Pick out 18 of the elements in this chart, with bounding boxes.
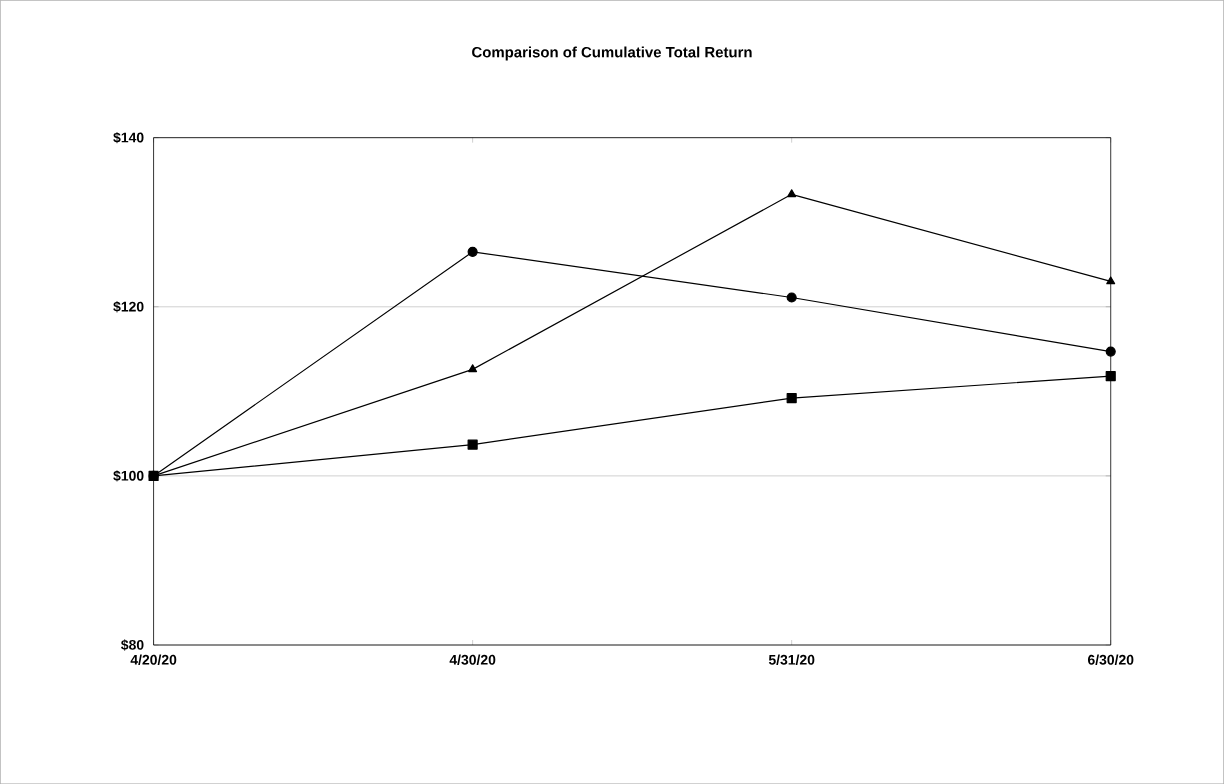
point <box>467 246 478 257</box>
y-tick-label: $120 <box>113 300 144 313</box>
point <box>467 439 478 450</box>
point <box>1105 370 1116 382</box>
x-tick-label: 5/31/20 <box>768 654 815 665</box>
point <box>786 392 797 404</box>
y-tick-label: $140 <box>113 131 144 144</box>
point <box>787 189 797 198</box>
chart-title: Comparison of Cumulative Total Return <box>472 46 752 61</box>
x-tick-label: 6/30/20 <box>1087 654 1134 665</box>
x-tick-label: 4/30/20 <box>449 654 496 665</box>
point <box>786 292 797 303</box>
y-tick-label: $80 <box>121 639 144 651</box>
point <box>468 364 478 373</box>
point <box>1105 346 1116 357</box>
y-tick-label: $100 <box>113 470 144 482</box>
x-tick-label: 4/20/20 <box>130 654 177 665</box>
point <box>1106 276 1116 285</box>
